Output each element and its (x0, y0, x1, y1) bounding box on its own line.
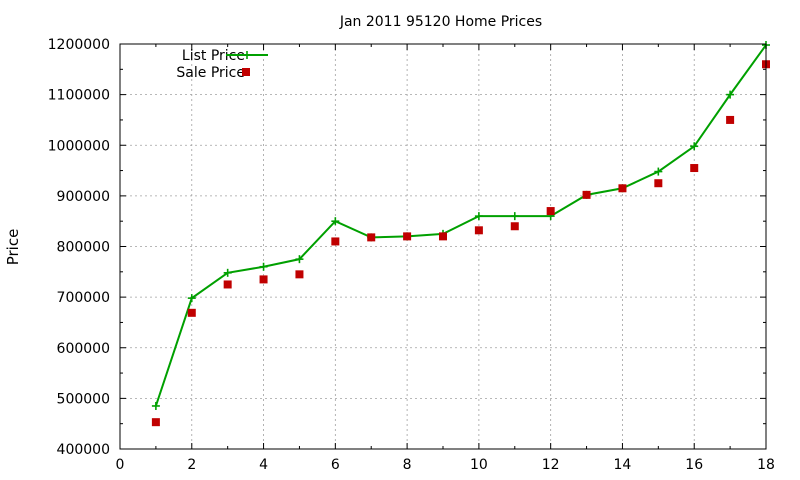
sale-price-point (654, 179, 663, 188)
sale-price-point (367, 233, 376, 242)
list-price-point (259, 262, 268, 271)
sale-price-point (259, 275, 268, 284)
y-tick-label: 700000 (57, 290, 110, 306)
x-tick-label: 0 (116, 457, 125, 473)
legend-marker (243, 51, 251, 59)
list-price-point (726, 90, 735, 99)
sale-price-point (690, 164, 699, 173)
sale-price-point (223, 280, 232, 289)
series-sale-price (151, 60, 770, 427)
sale-price-point (618, 184, 627, 193)
list-price-point (223, 268, 232, 277)
sale-price-point (546, 207, 555, 216)
list-price-point (295, 255, 304, 264)
axis-tick-labels: 400000 500000 600000 700000 800000 900000 1000… (48, 37, 775, 473)
x-tick-label: 8 (403, 457, 412, 473)
list-price-point (510, 212, 519, 221)
sale-price-point (726, 115, 735, 124)
legend-label: List Price (182, 48, 245, 64)
legend-label: Sale Price (176, 65, 245, 81)
sale-price-point (403, 232, 412, 241)
x-tick-label: 10 (470, 457, 488, 473)
list-price-point (187, 294, 196, 303)
y-tick-label: 900000 (57, 189, 110, 205)
plot-frame (119, 43, 767, 450)
list-price-point (654, 167, 663, 176)
list-price-point (331, 217, 340, 226)
y-tick-label: 1100000 (48, 88, 110, 104)
sale-price-point (331, 237, 340, 246)
list-price-point (474, 212, 483, 221)
y-axis-title: Price (4, 229, 22, 266)
x-tick-label: 12 (542, 457, 560, 473)
list-price-point (151, 401, 160, 410)
x-tick-label: 2 (187, 457, 196, 473)
sale-price-point (582, 190, 591, 199)
series-layer (151, 41, 770, 427)
x-tick-label: 14 (614, 457, 632, 473)
sale-price-point (510, 222, 519, 231)
sale-price-point (474, 226, 483, 235)
y-tick-label: 800000 (57, 240, 110, 256)
x-tick-label: 18 (757, 457, 775, 473)
sale-price-point (439, 232, 447, 241)
list-price-point (690, 142, 699, 151)
x-tick-label: 4 (259, 457, 268, 473)
y-tick-label: 600000 (57, 341, 110, 357)
grid-lines (120, 44, 766, 449)
sale-price-point (151, 418, 160, 427)
x-tick-label: 6 (331, 457, 340, 473)
y-tick-label: 400000 (57, 442, 110, 458)
x-tick-label: 16 (685, 457, 703, 473)
series-list-price (151, 41, 770, 410)
y-tick-label: 1200000 (48, 37, 110, 53)
list-price-line (154, 44, 767, 407)
y-tick-label: 500000 (57, 391, 110, 407)
sale-price-point (295, 270, 304, 279)
chart-title: Jan 2011 95120 Home Prices (339, 14, 542, 30)
legend-marker (242, 68, 250, 76)
sale-price-point (187, 308, 196, 317)
y-tick-label: 1000000 (48, 138, 110, 154)
